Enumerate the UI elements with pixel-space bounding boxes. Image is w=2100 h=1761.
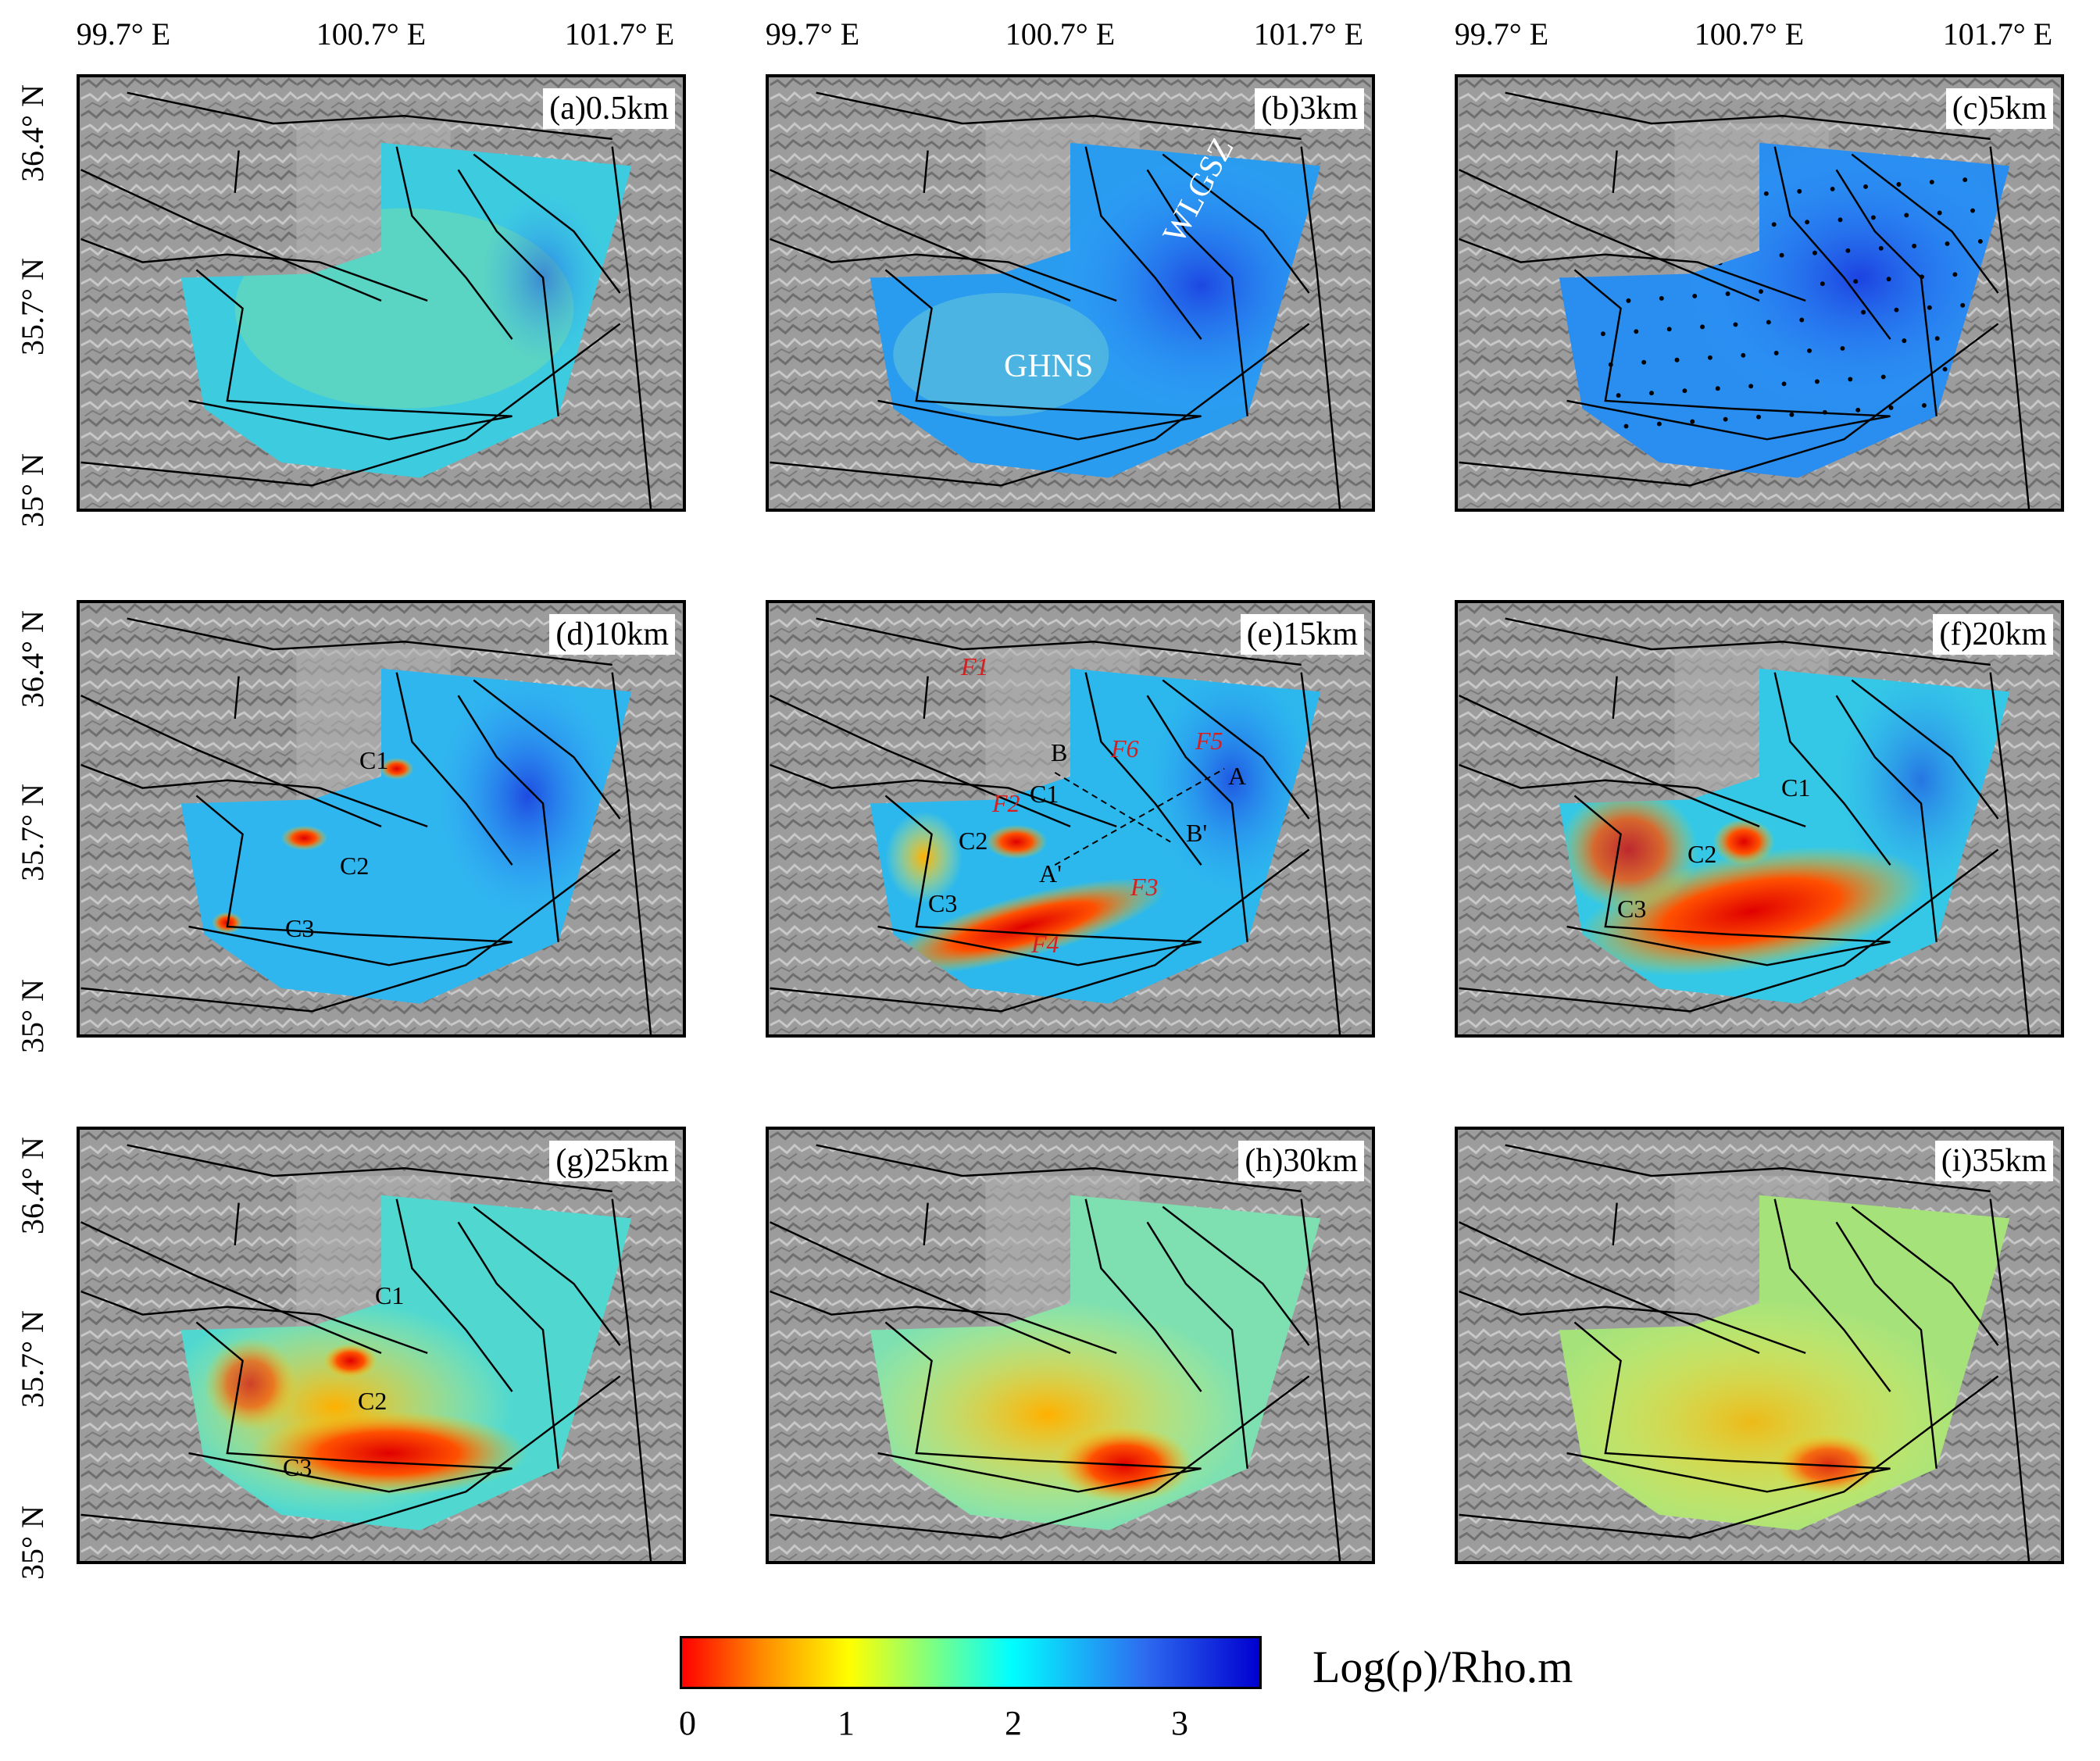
- map-annotation-g: C1: [375, 1281, 405, 1309]
- longitude-tick: 99.7° E: [765, 16, 860, 52]
- map-annotation-b: GHNS: [1004, 348, 1094, 384]
- map-panel-f: (f)20km: [1455, 600, 2064, 1038]
- longitude-tick: 99.7° E: [76, 16, 171, 52]
- latitude-tick: 36.4° N: [15, 1137, 50, 1234]
- map-panel-b: (b)3km: [766, 74, 1375, 512]
- latitude-tick: 36.4° N: [15, 84, 50, 182]
- latitude-tick: 35° N: [15, 1506, 50, 1580]
- map-annotation-e: A': [1039, 859, 1062, 888]
- map-annotation-d: C1: [359, 746, 389, 774]
- panel-label: (e)15km: [1240, 614, 1364, 655]
- latitude-tick: 35° N: [15, 979, 50, 1053]
- map-annotation-e: F2: [992, 789, 1020, 817]
- map-annotation-d: C3: [285, 914, 315, 942]
- panel-label: (h)30km: [1238, 1141, 1364, 1181]
- panel-label: (b)3km: [1255, 88, 1364, 129]
- longitude-tick: 100.7° E: [316, 16, 427, 52]
- terrain-map: [1455, 74, 2064, 512]
- map-annotation-d: C2: [340, 852, 370, 880]
- map-panel-d: (d)10km: [77, 600, 686, 1038]
- panel-label: (a)0.5km: [543, 88, 675, 129]
- colorbar-tick-0: 0: [679, 1704, 696, 1742]
- map-annotation-e: C2: [959, 827, 988, 855]
- panel-label: (d)10km: [549, 614, 675, 655]
- map-annotation-f: C3: [1617, 895, 1647, 923]
- latitude-tick: 36.4° N: [15, 610, 50, 708]
- terrain-map: [1455, 1127, 2064, 1564]
- map-panel-a: (a)0.5km: [77, 74, 686, 512]
- colorbar: [680, 1636, 1262, 1689]
- map-panel-e: (e)15km: [766, 600, 1375, 1038]
- latitude-tick: 35° N: [15, 453, 50, 527]
- latitude-tick: 35.7° N: [15, 784, 50, 881]
- map-annotation-e: F3: [1130, 873, 1159, 901]
- map-panel-i: (i)35km: [1455, 1127, 2064, 1564]
- panel-label: (f)20km: [1933, 614, 2053, 655]
- colorbar-tick-1: 1: [838, 1704, 855, 1742]
- longitude-tick: 99.7° E: [1454, 16, 1549, 52]
- panel-label: (g)25km: [549, 1141, 675, 1181]
- terrain-map: [77, 1127, 686, 1564]
- terrain-map: [766, 1127, 1375, 1564]
- panel-label: (c)5km: [1945, 88, 2053, 129]
- panel-label: (i)35km: [1934, 1141, 2053, 1181]
- map-annotation-e: F4: [1031, 930, 1059, 958]
- longitude-tick: 101.7° E: [1942, 16, 2053, 52]
- latitude-tick: 35.7° N: [15, 1310, 50, 1408]
- colorbar-tick-2: 2: [1005, 1704, 1022, 1742]
- map-annotation-e: A: [1228, 762, 1247, 790]
- longitude-tick: 100.7° E: [1694, 16, 1805, 52]
- terrain-map: [1455, 600, 2064, 1038]
- map-annotation-e: F1: [961, 652, 989, 680]
- map-annotation-g: C2: [358, 1387, 388, 1415]
- map-annotation-e: F5: [1195, 727, 1223, 755]
- terrain-map: [766, 600, 1375, 1038]
- colorbar-title: Log(ρ)/Rho.m: [1312, 1641, 1573, 1692]
- map-annotation-e: C1: [1030, 780, 1059, 808]
- terrain-map: [77, 600, 686, 1038]
- terrain-map: [766, 74, 1375, 512]
- longitude-tick: 100.7° E: [1005, 16, 1116, 52]
- colorbar-tick-3: 3: [1171, 1704, 1188, 1742]
- map-panel-h: (h)30km: [766, 1127, 1375, 1564]
- map-panel-c: (c)5km: [1455, 74, 2064, 512]
- terrain-map: [77, 74, 686, 512]
- map-annotation-e: B': [1186, 819, 1208, 847]
- map-annotation-g: C3: [283, 1453, 312, 1481]
- map-annotation-e: C3: [928, 889, 958, 917]
- latitude-tick: 35.7° N: [15, 258, 50, 355]
- map-annotation-e: F6: [1111, 734, 1139, 763]
- map-annotation-e: B: [1051, 738, 1068, 766]
- map-annotation-f: C2: [1688, 840, 1717, 868]
- longitude-tick: 101.7° E: [564, 16, 675, 52]
- longitude-tick: 101.7° E: [1253, 16, 1364, 52]
- map-panel-g: (g)25km: [77, 1127, 686, 1564]
- map-annotation-f: C1: [1781, 773, 1811, 802]
